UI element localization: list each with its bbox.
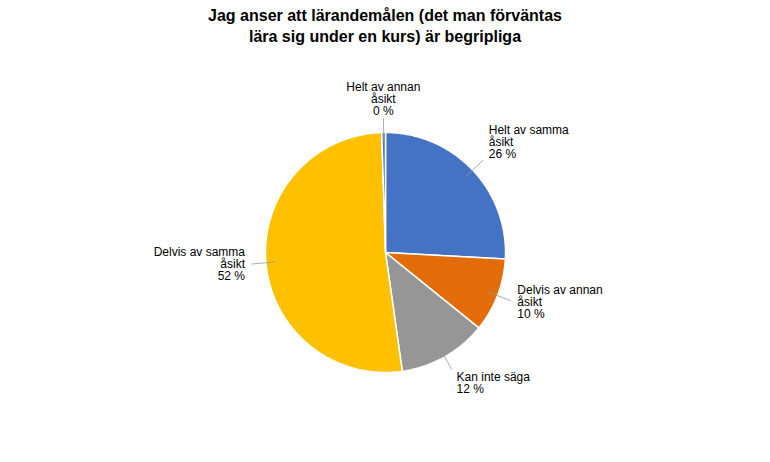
svg-text:Delvis av annanåsikt10 %: Delvis av annanåsikt10 % bbox=[517, 282, 602, 320]
svg-text:Kan inte säga12 %: Kan inte säga12 % bbox=[457, 370, 531, 396]
svg-text:Helt av sammaåsikt26 %: Helt av sammaåsikt26 % bbox=[489, 122, 569, 160]
html-text:Jag anser att lärandemålen (de: Jag anser att lärandemålen (det man förv… bbox=[208, 7, 562, 45]
svg-text:Delvis av sammaåsikt52 %: Delvis av sammaåsikt52 % bbox=[154, 245, 246, 283]
svg-text:Helt av annanåsikt0 %: Helt av annanåsikt0 % bbox=[346, 79, 420, 117]
